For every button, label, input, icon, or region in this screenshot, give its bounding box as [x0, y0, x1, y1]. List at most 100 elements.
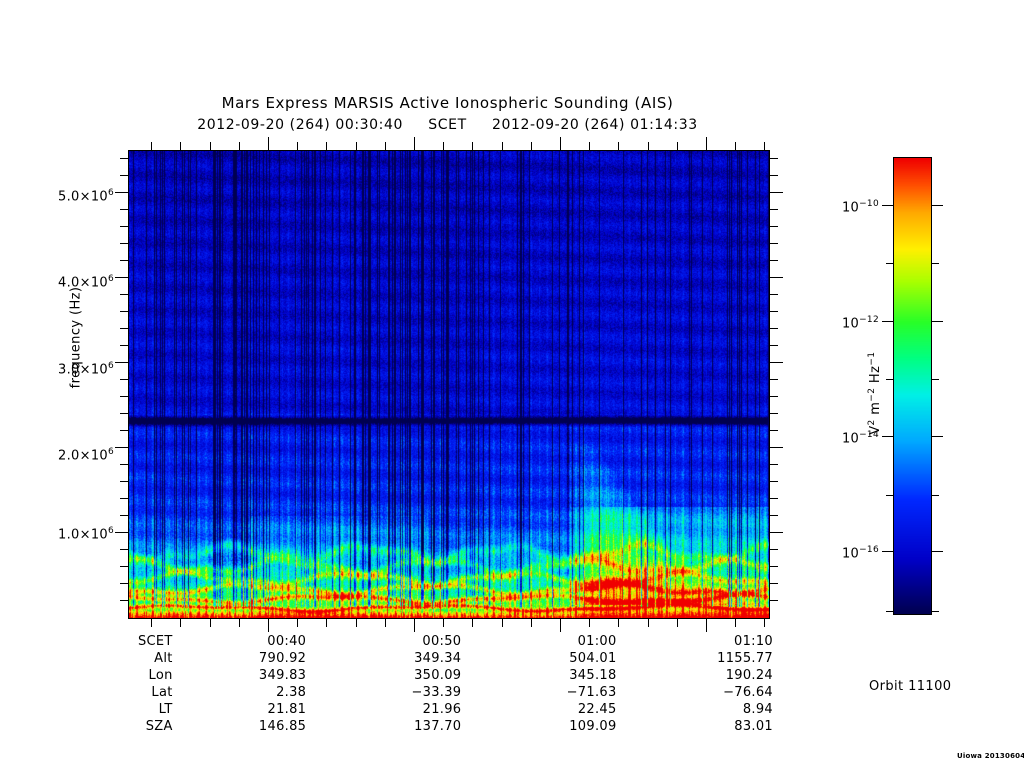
x-minor-tick-top: [589, 142, 590, 150]
x-minor-tick-top: [443, 142, 444, 150]
x-minor-tick: [151, 619, 152, 627]
y-axis-tick-label: 3.0×106: [10, 361, 114, 377]
x-minor-tick: [326, 619, 327, 627]
x-major-tick-top: [706, 137, 707, 150]
y-minor-tick: [120, 158, 128, 159]
colorbar-tick-exponent: −10: [859, 199, 879, 209]
x-major-tick: [706, 619, 707, 632]
x-major-tick-top: [268, 137, 269, 150]
y-minor-tick-right: [770, 549, 778, 550]
ephemeris-cell: 8.94: [742, 702, 773, 717]
y-minor-tick: [120, 226, 128, 227]
colorbar-tick-mantissa: 10: [841, 546, 860, 562]
ephemeris-cell: 01:10: [734, 634, 773, 649]
x-minor-tick: [472, 619, 473, 627]
x-minor-tick-top: [297, 142, 298, 150]
y-minor-tick-right: [770, 260, 778, 261]
ephemeris-cell: 00:40: [267, 634, 307, 649]
y-minor-tick-right: [770, 345, 778, 346]
y-axis-tick-label: 4.0×106: [10, 274, 114, 290]
x-minor-tick-top: [210, 142, 211, 150]
colorbar-tick-mantissa: 10: [841, 200, 860, 216]
ephemeris-row-label: LT: [158, 702, 173, 717]
y-minor-tick-right: [770, 226, 778, 227]
colorbar-tick-label: 10−10: [793, 199, 879, 215]
x-minor-tick-top: [326, 142, 327, 150]
x-minor-tick: [677, 619, 678, 627]
ephemeris-cell: 21.96: [422, 702, 462, 717]
y-minor-tick: [120, 311, 128, 312]
y-major-tick: [115, 192, 128, 193]
title-block: Mars Express MARSIS Active Ionospheric S…: [0, 93, 895, 135]
ephemeris-cell: 00:50: [422, 634, 462, 649]
x-major-tick-top: [560, 137, 561, 150]
colorbar-tick-mantissa: 10: [841, 316, 860, 332]
x-minor-tick: [618, 619, 619, 627]
colorbar-minor-tick-right: [932, 379, 939, 380]
x-minor-tick-top: [677, 142, 678, 150]
plot-subtitle: 2012-09-20 (264) 00:30:40 SCET 2012-09-2…: [197, 117, 698, 133]
y-tick-mantissa: 5.0×10: [58, 189, 108, 205]
colorbar-gradient: [894, 158, 931, 614]
y-minor-tick: [120, 515, 128, 516]
y-tick-exponent: 6: [107, 447, 114, 457]
colorbar-major-tick-right: [932, 321, 943, 322]
y-tick-exponent: 6: [107, 188, 114, 198]
colorbar-tick-exponent: −14: [859, 430, 879, 440]
y-minor-tick: [120, 396, 128, 397]
y-minor-tick: [120, 600, 128, 601]
y-minor-tick: [120, 345, 128, 346]
y-major-tick-right: [770, 362, 783, 363]
y-major-tick: [115, 362, 128, 363]
x-minor-tick-top: [764, 142, 765, 150]
y-major-tick: [115, 277, 128, 278]
ephemeris-cell: 2.38: [276, 685, 307, 700]
spectrogram-plot-area[interactable]: [128, 150, 770, 619]
ephemeris-row-label: SCET: [137, 634, 173, 649]
ephemeris-cell: 1155.77: [717, 651, 773, 666]
x-minor-tick-top: [648, 142, 649, 150]
y-minor-tick: [120, 583, 128, 584]
ephemeris-cell: 349.34: [414, 651, 462, 666]
colorbar-tick-label: 10−14: [793, 430, 879, 446]
ephemeris-row: SZA 146.85 137.70 109.09 83.01: [40, 718, 800, 735]
colorbar-minor-tick-right: [932, 495, 939, 496]
y-tick-exponent: 6: [107, 274, 114, 284]
y-minor-tick-right: [770, 566, 778, 567]
colorbar[interactable]: [893, 157, 932, 615]
y-minor-tick: [120, 209, 128, 210]
x-minor-tick-top: [472, 142, 473, 150]
ephemeris-row-label: Lon: [148, 668, 173, 683]
y-minor-tick: [120, 294, 128, 295]
y-minor-tick-right: [770, 396, 778, 397]
x-major-tick: [268, 619, 269, 632]
x-minor-tick-top: [502, 142, 503, 150]
ephemeris-cell: 190.24: [725, 668, 773, 683]
ephemeris-cell: 349.83: [258, 668, 307, 683]
y-minor-tick-right: [770, 464, 778, 465]
y-tick-mantissa: 2.0×10: [58, 448, 108, 464]
x-major-tick: [560, 619, 561, 632]
y-tick-exponent: 6: [107, 526, 114, 536]
ephemeris-row: Alt 790.92 349.34 504.01 1155.77: [40, 650, 800, 667]
colorbar-major-tick: [882, 551, 893, 552]
orbit-label: Orbit 11100: [869, 679, 952, 694]
y-minor-tick-right: [770, 379, 778, 380]
y-major-tick-right: [770, 532, 783, 533]
x-minor-tick: [297, 619, 298, 627]
x-minor-tick: [385, 619, 386, 627]
x-minor-tick: [356, 619, 357, 627]
colorbar-tick-label: 10−16: [793, 545, 879, 561]
colorbar-tick-mantissa: 10: [841, 431, 860, 447]
ephemeris-cell: −76.64: [723, 685, 773, 700]
colorbar-minor-tick-right: [932, 263, 939, 264]
colorbar-minor-tick: [886, 611, 893, 612]
ephemeris-row-label: Lat: [151, 685, 173, 700]
y-minor-tick: [120, 413, 128, 414]
ephemeris-table: SCET 00:40 00:50 01:00 01:10 Alt 790.92 349.34 5…: [40, 633, 800, 735]
y-minor-tick-right: [770, 243, 778, 244]
colorbar-major-tick-right: [932, 436, 943, 437]
x-minor-tick-top: [239, 142, 240, 150]
y-minor-tick: [120, 328, 128, 329]
ephemeris-cell: 146.85: [258, 719, 307, 734]
